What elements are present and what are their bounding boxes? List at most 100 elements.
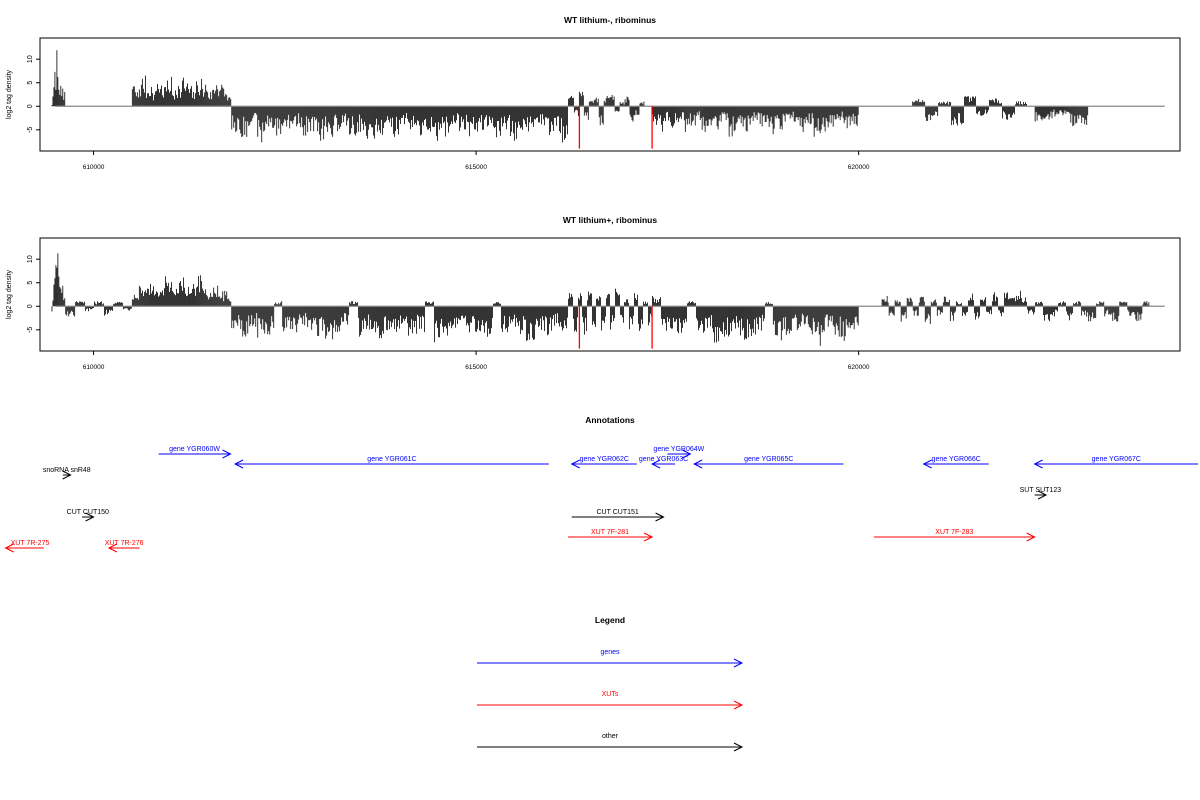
feature-arrow: [873, 532, 1036, 542]
legend-item: other: [477, 733, 744, 752]
annotation-feature: SUT SUT123: [1020, 487, 1062, 500]
bar-segment: [131, 75, 232, 107]
feature-label: XUT 7F-281: [591, 529, 629, 536]
feature-label: XUT 7R-276: [105, 540, 144, 547]
legend-arrow: [477, 742, 744, 752]
plot-frame: [39, 37, 1181, 152]
feature-arrow: [62, 470, 72, 480]
feature-arrow: [1033, 459, 1198, 469]
legend-title: Legend: [595, 615, 625, 625]
x-tick-label: 620000: [848, 164, 870, 171]
feature-arrow: [82, 512, 95, 522]
arrow-head: [1037, 490, 1048, 500]
feature-arrow: [567, 532, 654, 542]
bar-series: [51, 253, 1165, 349]
annotation-feature: XUT 7R-276: [105, 540, 144, 553]
legend-item: genes: [477, 649, 744, 668]
annotation-feature: gene YGR062C: [570, 456, 637, 469]
x-tick-label: 620000: [848, 364, 870, 371]
feature-label: gene YGR065C: [744, 456, 793, 463]
y-tick-label: 5: [27, 281, 34, 285]
bar-segment: [1027, 301, 1150, 322]
legend-label: other: [602, 733, 619, 740]
arrow-head: [693, 459, 703, 469]
bar-segment: [65, 301, 132, 317]
feature-arrow: [570, 459, 637, 469]
arrow-head: [733, 742, 744, 752]
bar-segment: [881, 292, 1004, 325]
x-tick-label: 615000: [465, 164, 487, 171]
feature-label: gene YGR060W: [169, 446, 220, 453]
feature-label: gene YGR062C: [580, 456, 629, 463]
annotation-feature: gene YGR061C: [233, 456, 549, 469]
arrow-head: [643, 532, 654, 542]
legend-item: XUTs: [477, 691, 744, 710]
bar-segment: [51, 50, 66, 107]
legend-arrow: [477, 700, 744, 710]
bar-segment: [51, 253, 66, 312]
y-axis-label: log2 tag density: [6, 269, 13, 319]
annotations-title: Annotations: [585, 415, 635, 425]
arrow-head: [107, 543, 118, 553]
chart-title: WT lithium-, ribominus: [564, 15, 656, 25]
feature-arrow: [233, 459, 549, 469]
chart-panel-lithium-plus: WT lithium+, ribominus log2 tag density …: [6, 215, 1181, 371]
arrow-head: [233, 459, 244, 469]
y-tick-label: 10: [27, 255, 34, 263]
bar-segment: [1034, 106, 1089, 127]
y-axis: 10 5 0 -5: [27, 55, 40, 133]
arrow-head: [62, 470, 72, 480]
arrow-head: [1026, 532, 1036, 542]
plot-frame: [39, 237, 1181, 352]
bar-segment: [131, 275, 232, 307]
annotation-feature: CUT CUT151: [571, 509, 665, 522]
arrow-head: [4, 543, 14, 553]
bar-segment: [705, 106, 859, 137]
y-tick-label: -5: [27, 327, 34, 333]
feature-label: XUT 7F-283: [935, 529, 973, 536]
x-tick-label: 610000: [83, 364, 105, 371]
feature-label: gene YGR066C: [932, 456, 981, 463]
annotation-feature: XUT 7F-281: [567, 529, 654, 542]
annotation-feature: XUT 7F-283: [873, 529, 1036, 542]
x-axis: 610000 615000 620000: [83, 351, 870, 371]
legend-label: genes: [600, 649, 620, 656]
legend-arrow: [477, 658, 744, 668]
feature-arrow: [667, 449, 692, 459]
annotation-feature: gene YGR063C: [639, 456, 688, 469]
legend: Legend genes XUTs other: [477, 615, 744, 752]
feature-arrow: [158, 449, 232, 459]
legend-label: XUTs: [602, 691, 619, 698]
arrow-head: [570, 459, 580, 469]
annotation-feature: snoRNA snR48: [43, 467, 91, 480]
annotation-feature: gene YGR065C: [693, 456, 844, 469]
y-tick-label: 0: [27, 304, 34, 308]
arrow-head: [650, 459, 661, 469]
feature-arrow: [650, 459, 676, 469]
feature-label: gene YGR063C: [639, 456, 688, 463]
annotation-feature: gene YGR064W: [653, 446, 705, 459]
annotation-feature: gene YGR067C: [1033, 456, 1198, 469]
arrow-head: [222, 449, 232, 459]
y-tick-label: 10: [27, 55, 34, 63]
y-tick-label: 5: [27, 81, 34, 85]
feature-label: CUT CUT150: [67, 509, 109, 516]
feature-arrow: [922, 459, 989, 469]
bar-series: [51, 50, 1165, 149]
annotation-features: gene YGR060W gene YGR061C gene YGR062C gene…: [4, 446, 1198, 553]
feature-label: SUT SUT123: [1020, 487, 1062, 494]
feature-arrow: [107, 543, 140, 553]
bar-segment: [231, 301, 568, 343]
bar-segment: [568, 91, 645, 126]
feature-arrow: [1034, 490, 1048, 500]
bar-segment: [1004, 290, 1027, 307]
feature-label: gene YGR061C: [367, 456, 416, 463]
arrow-head: [655, 512, 665, 522]
x-tick-label: 610000: [83, 164, 105, 171]
feature-label: gene YGR067C: [1092, 456, 1141, 463]
annotation-feature: CUT CUT150: [67, 509, 109, 522]
legend-items: genes XUTs other: [477, 649, 744, 752]
x-axis: 610000 615000 620000: [83, 151, 870, 171]
bar-segment: [231, 106, 568, 143]
